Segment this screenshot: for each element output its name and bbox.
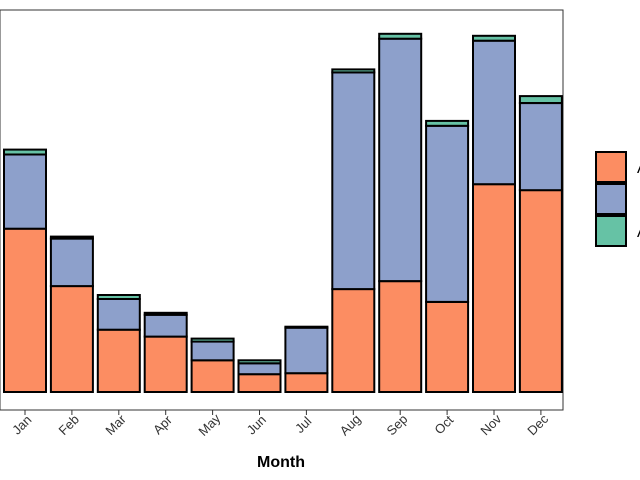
bar-oct-series-1 — [425, 301, 470, 393]
bar-may-series-3 — [190, 337, 235, 343]
x-tick-label: Oct — [431, 412, 456, 437]
x-tick-label: Apr — [150, 412, 175, 437]
bar-jul-series-1 — [284, 372, 329, 394]
bar-jun-series-2 — [237, 362, 282, 376]
x-tick-label: Feb — [55, 412, 81, 438]
bar-aug-series-2 — [331, 71, 376, 291]
bar-sep-series-3 — [378, 32, 423, 40]
bar-may-series-2 — [190, 340, 235, 362]
bar-jun-series-3 — [237, 359, 282, 365]
bar-feb-series-2 — [49, 237, 94, 288]
x-tick-label: Nov — [477, 411, 504, 438]
bar-feb-series-3 — [49, 235, 94, 240]
x-axis-ticks: Jan Feb Mar Apr May Jun Jul Aug Sep Oct Nov Dec — [9, 410, 552, 439]
bar-mar-series-2 — [96, 298, 141, 331]
legend-key-series-2 — [595, 183, 627, 215]
bar-nov-series-3 — [472, 34, 516, 42]
bar-oct-series-3 — [425, 119, 470, 127]
x-tick-label: Aug — [337, 411, 364, 438]
bar-aug-series-3 — [331, 68, 376, 74]
x-tick-label: Jan — [9, 412, 34, 437]
legend: AA — [595, 151, 640, 247]
bar-jul-series-3 — [284, 325, 329, 329]
legend-key-series-3 — [595, 215, 627, 247]
x-tick-label: Jul — [292, 414, 314, 436]
bar-sep-series-1 — [378, 280, 423, 394]
bar-jun-series-1 — [237, 373, 282, 394]
bar-apr-series-2 — [143, 313, 188, 338]
bar-dec-series-3 — [518, 95, 563, 104]
x-tick-label: Dec — [524, 411, 551, 438]
bar-jan-series-2 — [3, 153, 47, 230]
bar-mar-series-1 — [96, 328, 141, 394]
bar-may-series-1 — [190, 359, 235, 393]
x-tick-label: Sep — [384, 411, 411, 438]
bar-nov-series-1 — [472, 183, 516, 393]
legend-label-series-3: A — [637, 224, 640, 241]
bar-sep-series-2 — [378, 37, 423, 283]
bar-dec-series-2 — [518, 102, 563, 192]
bar-aug-series-1 — [331, 288, 376, 394]
bar-apr-series-3 — [143, 311, 188, 316]
x-tick-label: Jun — [244, 412, 269, 437]
legend-key-series-1 — [595, 151, 627, 183]
bars-group — [3, 32, 563, 394]
bar-dec-series-1 — [518, 189, 563, 393]
bar-nov-series-2 — [472, 39, 516, 186]
bar-apr-series-1 — [143, 335, 188, 394]
bar-oct-series-2 — [425, 124, 470, 303]
bar-jul-series-2 — [284, 326, 329, 375]
x-tick-label: May — [195, 410, 223, 438]
x-tick-label: Mar — [102, 411, 129, 438]
legend-label-series-1: A — [637, 160, 640, 177]
bar-jan-series-1 — [3, 227, 47, 393]
bar-feb-series-1 — [49, 285, 94, 394]
bar-jan-series-3 — [3, 148, 47, 156]
x-axis-title: Month — [257, 454, 305, 471]
bar-mar-series-3 — [96, 294, 141, 300]
